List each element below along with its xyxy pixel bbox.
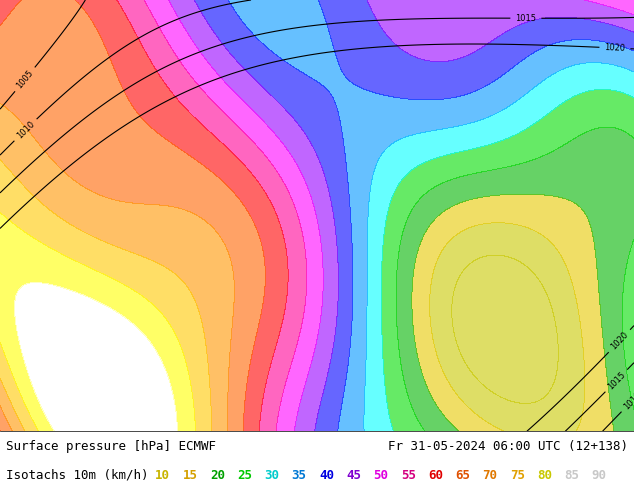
Text: 1005: 1005 (15, 69, 35, 90)
Text: 25: 25 (237, 469, 252, 482)
Text: 20: 20 (210, 469, 225, 482)
Text: 40: 40 (319, 469, 334, 482)
Text: 65: 65 (455, 469, 470, 482)
Text: 50: 50 (373, 469, 389, 482)
Text: 85: 85 (564, 469, 579, 482)
Text: 30: 30 (264, 469, 280, 482)
Text: 15: 15 (183, 469, 198, 482)
Text: 1010: 1010 (622, 390, 634, 411)
Text: Fr 31-05-2024 06:00 UTC (12+138): Fr 31-05-2024 06:00 UTC (12+138) (387, 440, 628, 453)
Text: 1015: 1015 (515, 14, 536, 23)
Text: Isotachs 10m (km/h): Isotachs 10m (km/h) (6, 469, 164, 482)
Text: Surface pressure [hPa] ECMWF: Surface pressure [hPa] ECMWF (6, 440, 216, 453)
Text: 75: 75 (510, 469, 525, 482)
Text: 1020: 1020 (609, 330, 630, 352)
Text: 80: 80 (537, 469, 552, 482)
Text: 10: 10 (155, 469, 171, 482)
Text: 45: 45 (346, 469, 361, 482)
Text: 1020: 1020 (604, 43, 626, 53)
Text: 1010: 1010 (15, 120, 36, 141)
Text: 70: 70 (482, 469, 498, 482)
Text: 1015: 1015 (605, 370, 627, 392)
Text: 35: 35 (292, 469, 307, 482)
Text: 55: 55 (401, 469, 416, 482)
Text: 90: 90 (592, 469, 607, 482)
Text: 60: 60 (428, 469, 443, 482)
